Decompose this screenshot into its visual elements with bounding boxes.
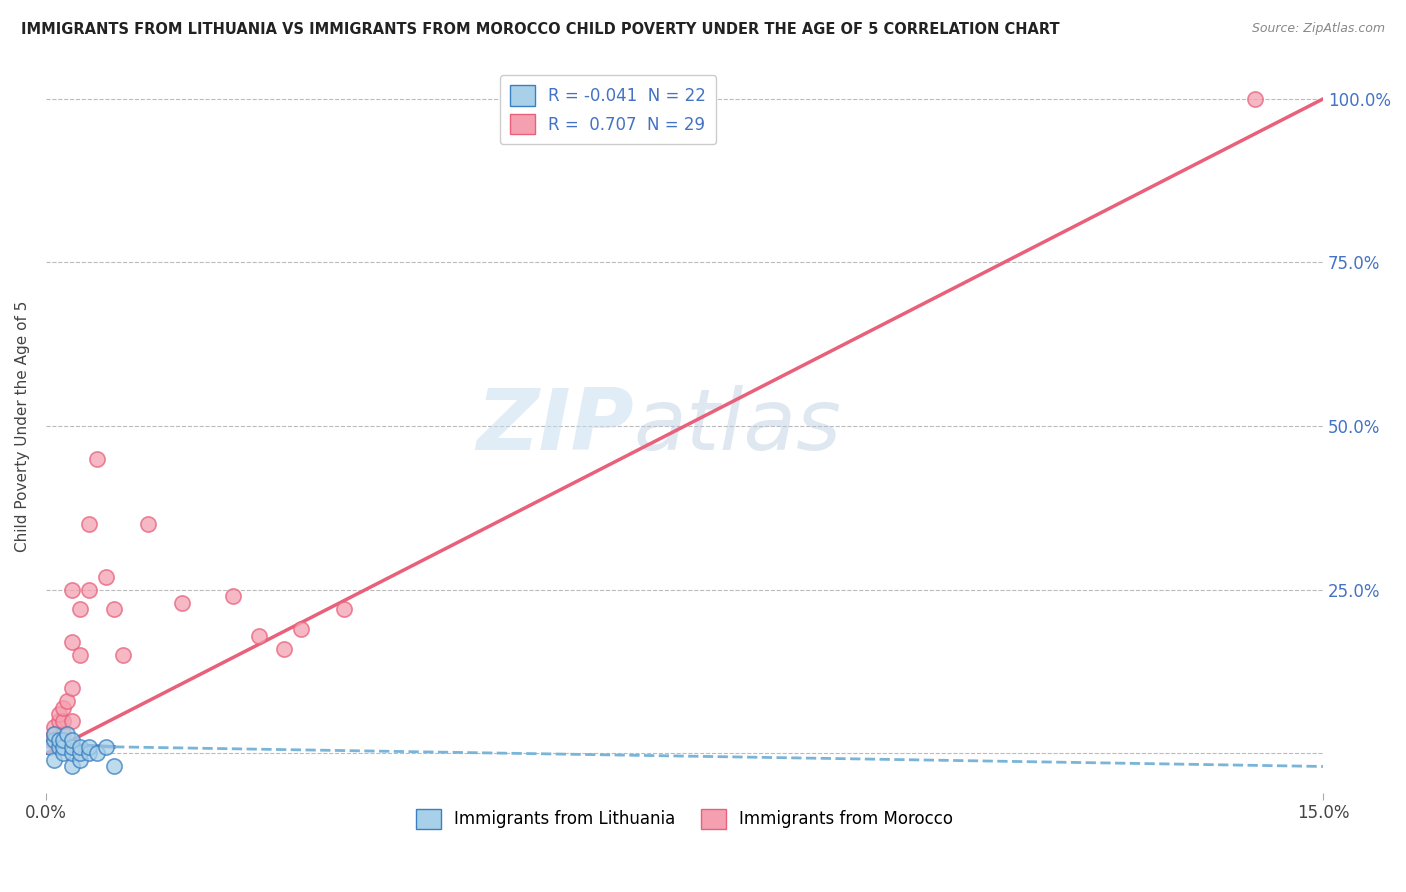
Point	[52, 700, 75, 714]
Point	[69, 602, 91, 616]
Point	[222, 589, 245, 603]
Point	[56, 694, 79, 708]
Point	[52, 714, 75, 728]
Point	[86, 747, 108, 761]
Legend: Immigrants from Lithuania, Immigrants from Morocco: Immigrants from Lithuania, Immigrants fr…	[409, 802, 960, 836]
Point	[103, 602, 125, 616]
Text: Source: ZipAtlas.com: Source: ZipAtlas.com	[1251, 22, 1385, 36]
Point	[273, 641, 295, 656]
Point	[60, 582, 83, 597]
Point	[94, 739, 117, 754]
Point	[48, 714, 70, 728]
Point	[77, 582, 100, 597]
Point	[69, 739, 91, 754]
Point	[77, 739, 100, 754]
Point	[39, 739, 62, 754]
Point	[48, 733, 70, 747]
Point	[60, 681, 83, 695]
Point	[52, 727, 75, 741]
Point	[60, 714, 83, 728]
Y-axis label: Child Poverty Under the Age of 5: Child Poverty Under the Age of 5	[15, 301, 30, 552]
Text: ZIP: ZIP	[475, 384, 634, 467]
Point	[39, 733, 62, 747]
Point	[44, 753, 66, 767]
Point	[77, 517, 100, 532]
Point	[69, 753, 91, 767]
Point	[52, 747, 75, 761]
Point	[56, 727, 79, 741]
Point	[111, 648, 134, 663]
Point	[44, 720, 66, 734]
Point	[44, 727, 66, 741]
Point	[48, 739, 70, 754]
Point	[60, 635, 83, 649]
Point	[52, 733, 75, 747]
Point	[77, 747, 100, 761]
Point	[94, 569, 117, 583]
Point	[60, 733, 83, 747]
Text: IMMIGRANTS FROM LITHUANIA VS IMMIGRANTS FROM MOROCCO CHILD POVERTY UNDER THE AGE: IMMIGRANTS FROM LITHUANIA VS IMMIGRANTS …	[21, 22, 1060, 37]
Point	[48, 707, 70, 722]
Point	[60, 759, 83, 773]
Point	[247, 629, 270, 643]
Point	[290, 622, 312, 636]
Point	[60, 739, 83, 754]
Point	[333, 602, 356, 616]
Point	[69, 648, 91, 663]
Point	[52, 739, 75, 754]
Point	[1244, 92, 1267, 106]
Point	[44, 733, 66, 747]
Point	[136, 517, 159, 532]
Point	[44, 727, 66, 741]
Point	[60, 747, 83, 761]
Text: atlas: atlas	[634, 384, 841, 467]
Point	[69, 747, 91, 761]
Point	[172, 596, 194, 610]
Point	[103, 759, 125, 773]
Point	[86, 451, 108, 466]
